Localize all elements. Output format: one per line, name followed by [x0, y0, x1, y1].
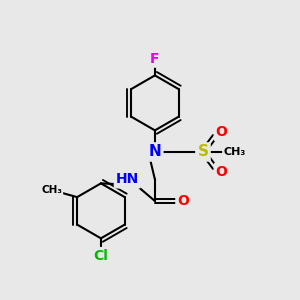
Text: S: S: [197, 145, 208, 160]
Text: O: O: [177, 194, 189, 208]
Text: O: O: [216, 125, 228, 139]
Text: N: N: [148, 145, 161, 160]
Text: F: F: [150, 52, 160, 66]
Text: HN: HN: [116, 172, 139, 186]
Text: CH₃: CH₃: [41, 185, 62, 195]
Text: O: O: [216, 165, 228, 178]
Text: Cl: Cl: [94, 249, 108, 263]
Text: CH₃: CH₃: [223, 147, 245, 157]
